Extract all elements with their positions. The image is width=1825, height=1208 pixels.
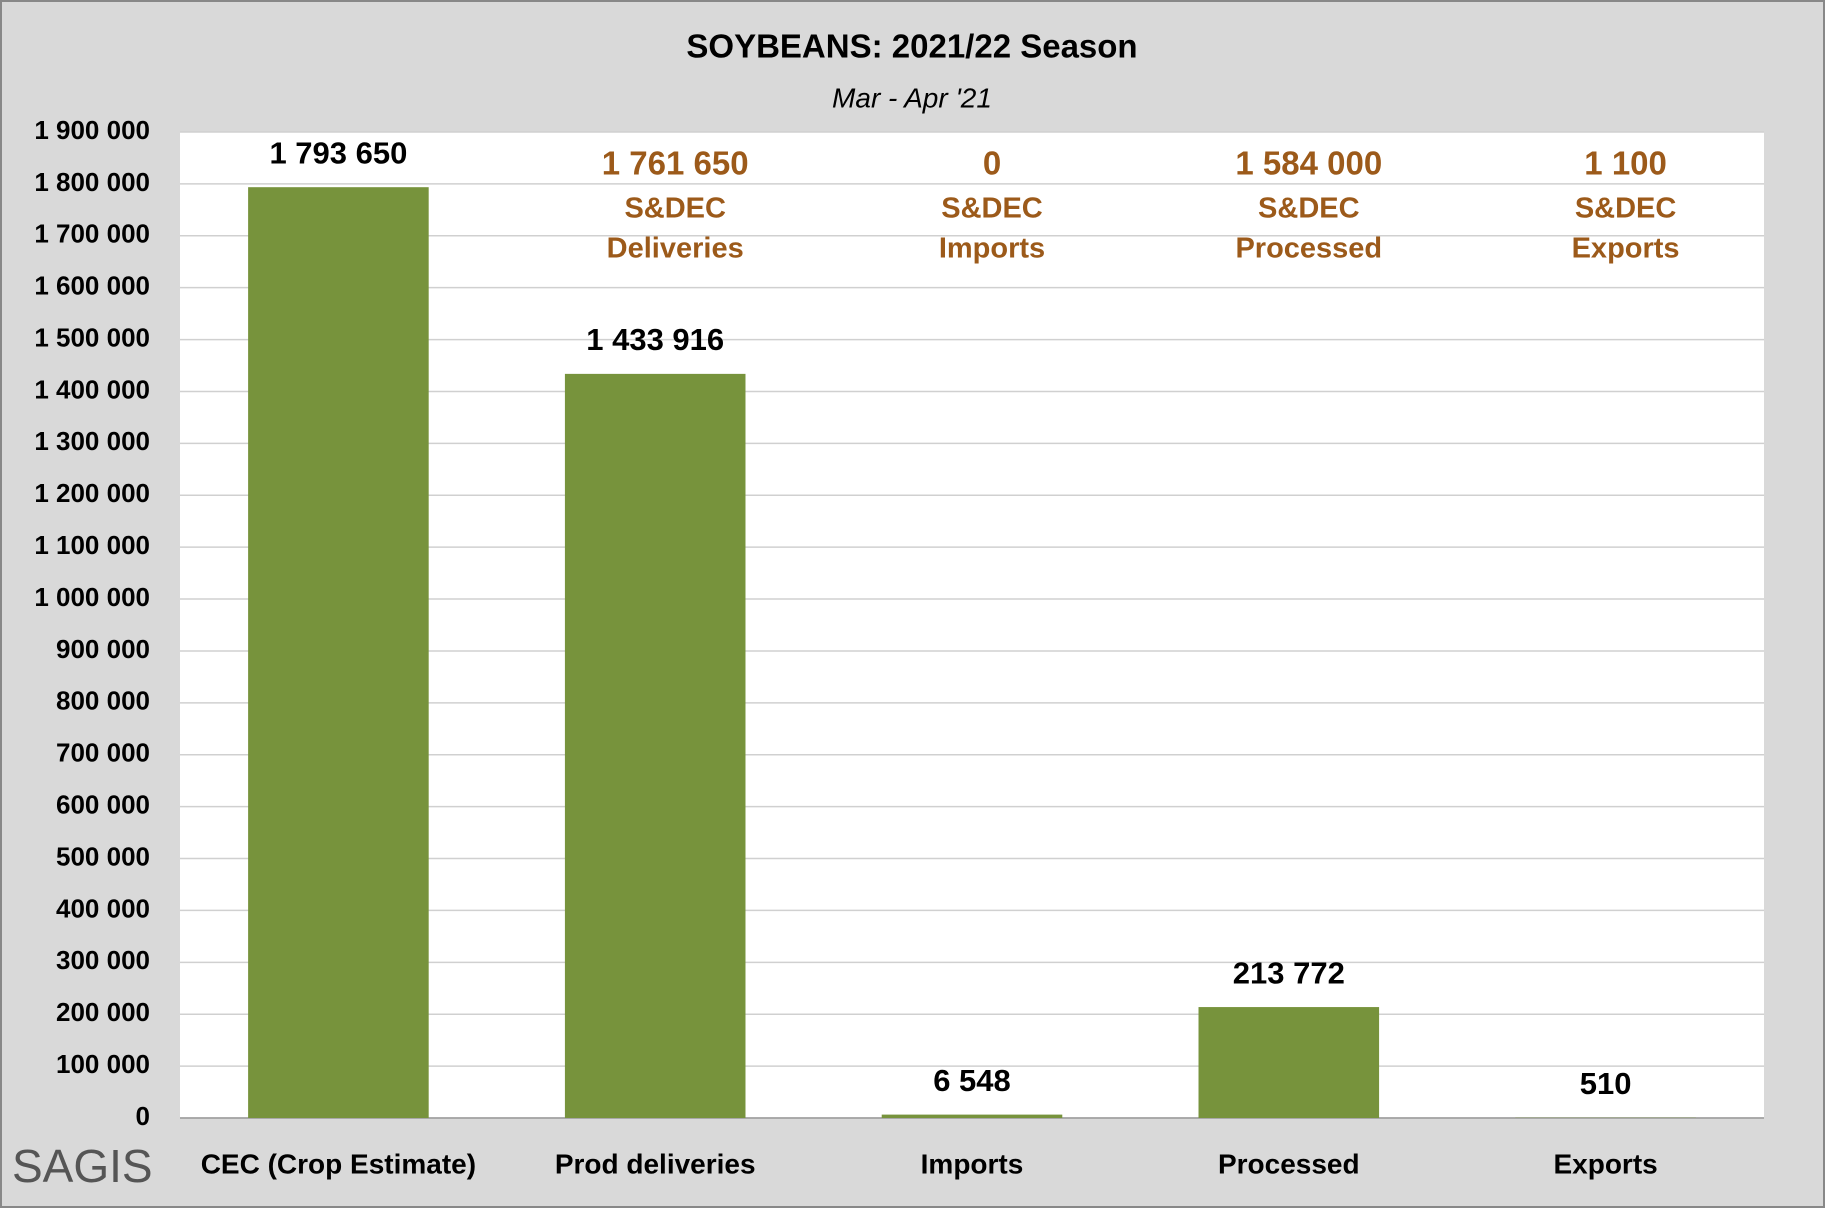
y-tick-label: 1 800 000	[34, 167, 150, 197]
annotation: 1 761 650	[602, 145, 749, 182]
y-tick-label: 1 500 000	[34, 322, 150, 352]
plot-area	[180, 132, 1764, 1118]
annotation: Exports	[1572, 233, 1680, 265]
annotation: 1 584 000	[1235, 145, 1382, 182]
annotation: Processed	[1235, 233, 1382, 265]
y-tick-label: 1 000 000	[34, 582, 150, 612]
annotation: Deliveries	[607, 233, 744, 265]
y-tick-label: 1 300 000	[34, 426, 150, 456]
data-label: 1 433 916	[586, 322, 724, 357]
y-tick-label: 700 000	[56, 738, 150, 768]
bar	[248, 187, 429, 1118]
y-tick-label: 100 000	[56, 1049, 150, 1079]
bar	[564, 373, 746, 1119]
y-tick-label: 400 000	[56, 893, 150, 923]
annotation: S&DEC	[941, 193, 1043, 225]
y-tick-label: 1 400 000	[34, 374, 150, 404]
bar	[1198, 1007, 1380, 1118]
annotation: 1 100	[1584, 145, 1667, 182]
y-tick-label: 0	[136, 1101, 150, 1131]
chart-title: SOYBEANS: 2021/22 Season	[686, 28, 1137, 65]
data-label: 6 548	[933, 1063, 1011, 1098]
y-tick-label: 1 900 000	[34, 115, 150, 145]
y-tick-label: 1 700 000	[34, 219, 150, 249]
y-tick-label: 1 600 000	[34, 271, 150, 301]
annotation: S&DEC	[624, 193, 726, 225]
x-tick-label: CEC (Crop Estimate)	[201, 1148, 476, 1179]
data-label: 213 772	[1233, 955, 1345, 990]
annotation: 0	[983, 145, 1001, 182]
x-tick-label: Exports	[1553, 1148, 1657, 1179]
y-tick-label: 1 100 000	[34, 530, 150, 560]
y-tick-label: 1 200 000	[34, 478, 150, 508]
y-tick-label: 900 000	[56, 634, 150, 664]
chart-subtitle: Mar - Apr '21	[832, 82, 992, 113]
y-tick-label: 600 000	[56, 790, 150, 820]
y-tick-label: 500 000	[56, 841, 150, 871]
x-tick-label: Prod deliveries	[555, 1148, 756, 1179]
annotation: S&DEC	[1258, 193, 1360, 225]
y-tick-label: 300 000	[56, 945, 150, 975]
annotation: S&DEC	[1575, 193, 1677, 225]
y-tick-label: 200 000	[56, 997, 150, 1027]
data-label: 510	[1580, 1066, 1632, 1101]
logo: SAGIS	[12, 1140, 153, 1192]
annotation: Imports	[939, 233, 1045, 265]
y-tick-label: 800 000	[56, 686, 150, 716]
bar	[881, 1114, 1063, 1118]
x-tick-label: Imports	[921, 1148, 1024, 1179]
x-tick-label: Processed	[1218, 1148, 1360, 1179]
data-label: 1 793 650	[269, 135, 407, 170]
